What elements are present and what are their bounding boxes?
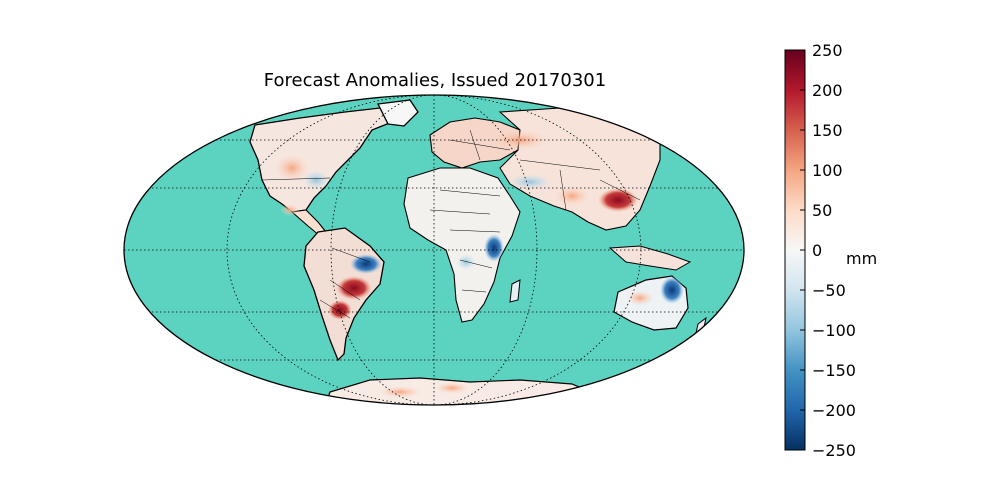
anomaly-layer	[274, 130, 684, 398]
anomaly-southern-brazil	[336, 276, 372, 300]
colorbar: 250 200 150 100 50 0 −50 −100 −150 −200 …	[784, 41, 877, 460]
anomaly-paraguay	[328, 300, 352, 320]
anomaly-mexico	[280, 204, 300, 216]
anomaly-north-america-east	[302, 170, 330, 190]
colorbar-tick-label: 150	[812, 121, 843, 140]
graticule	[124, 95, 744, 405]
colorbar-tick-label: −100	[812, 321, 856, 340]
anomaly-southeast-asia	[598, 188, 638, 212]
land-masses	[124, 95, 744, 405]
land-greenland	[377, 99, 419, 127]
colorbar-tick-label: −150	[812, 361, 856, 380]
colorbar-tick-label: −250	[812, 441, 856, 460]
anomaly-eastern-brazil	[350, 254, 382, 274]
anomaly-antarctica-coast	[434, 382, 470, 394]
colorbar-tick-label: −50	[812, 281, 846, 300]
anomaly-middle-east	[508, 174, 552, 190]
land-madagascar	[509, 279, 521, 303]
anomaly-australia-west	[626, 290, 654, 306]
anomaly-india-north	[554, 186, 590, 206]
colorbar-tick-labels: 250 200 150 100 50 0 −50 −100 −150 −200 …	[812, 41, 856, 460]
colorbar-tick-label: 100	[812, 161, 843, 180]
colorbar-tick-label: 0	[812, 241, 822, 260]
anomaly-congo	[456, 254, 476, 270]
colorbar-unit-label: mm	[846, 249, 877, 268]
land-indonesia	[608, 245, 692, 271]
anomaly-east-africa	[484, 234, 504, 262]
colorbar-tick-label: 50	[812, 201, 832, 220]
colorbar-tick-label: 250	[812, 41, 843, 60]
country-borders	[261, 129, 641, 319]
land-europe	[429, 117, 521, 169]
globe	[123, 94, 745, 406]
colorbar-tick-label: −200	[812, 401, 856, 420]
colorbar-ticks	[800, 49, 805, 451]
colorbar-tick-label: 200	[812, 81, 843, 100]
anomaly-australia-east	[660, 276, 684, 304]
globe-outline	[123, 94, 745, 406]
map-title: Forecast Anomalies, Issued 20170301	[263, 70, 607, 91]
land-africa	[403, 167, 521, 323]
anomaly-north-america-west	[274, 154, 310, 182]
